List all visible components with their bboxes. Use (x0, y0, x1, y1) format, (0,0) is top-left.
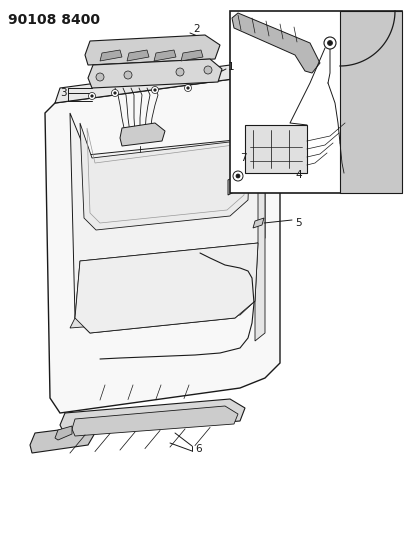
Circle shape (323, 37, 335, 49)
Polygon shape (30, 426, 95, 453)
Circle shape (175, 68, 183, 76)
Circle shape (124, 71, 132, 79)
Bar (244, 125, 306, 173)
Circle shape (186, 87, 189, 89)
Circle shape (184, 85, 191, 92)
Polygon shape (75, 243, 257, 318)
Circle shape (96, 73, 104, 81)
Polygon shape (228, 165, 256, 195)
Polygon shape (88, 59, 222, 88)
Text: 6: 6 (194, 444, 201, 454)
Circle shape (235, 174, 239, 178)
Text: 4: 4 (294, 170, 301, 180)
Text: 7: 7 (239, 153, 246, 163)
Text: 5: 5 (294, 218, 301, 228)
Polygon shape (60, 399, 244, 435)
Polygon shape (181, 50, 202, 61)
Polygon shape (70, 301, 254, 328)
Circle shape (88, 93, 95, 100)
Text: 90108 8400: 90108 8400 (8, 13, 100, 27)
Polygon shape (120, 123, 164, 146)
Polygon shape (127, 50, 149, 61)
Polygon shape (55, 63, 269, 103)
Polygon shape (75, 243, 257, 333)
Circle shape (153, 89, 156, 91)
Circle shape (113, 92, 116, 94)
Polygon shape (231, 13, 319, 73)
Polygon shape (153, 50, 175, 61)
Text: 1: 1 (228, 62, 234, 72)
Text: 3: 3 (60, 88, 66, 98)
Polygon shape (252, 218, 263, 228)
Circle shape (111, 90, 118, 96)
Polygon shape (85, 35, 220, 65)
Circle shape (232, 171, 243, 181)
Polygon shape (72, 406, 237, 436)
Polygon shape (70, 113, 264, 333)
Circle shape (91, 95, 93, 97)
Polygon shape (254, 140, 264, 341)
Polygon shape (80, 123, 249, 230)
Bar (230, 11, 401, 193)
Polygon shape (264, 83, 284, 153)
Polygon shape (55, 426, 72, 440)
Polygon shape (339, 11, 401, 193)
Circle shape (203, 66, 211, 74)
Text: 2: 2 (192, 24, 199, 34)
Circle shape (151, 86, 158, 93)
Polygon shape (45, 78, 279, 413)
Polygon shape (100, 50, 122, 61)
Circle shape (327, 41, 332, 45)
